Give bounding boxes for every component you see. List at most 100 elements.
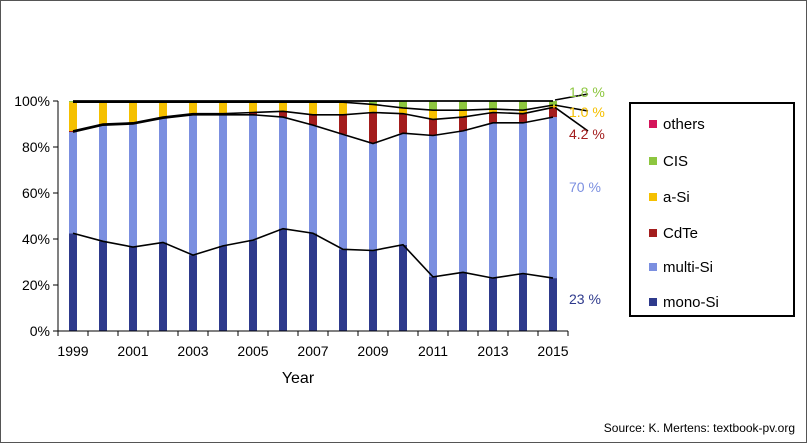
bar-cdte-2011 <box>429 119 437 136</box>
bar-a-si-2006 <box>279 102 287 112</box>
bar-mono-si-2006 <box>279 228 287 331</box>
bar-multi-si-2004 <box>219 114 227 246</box>
bar-mono-si-2012 <box>459 272 467 331</box>
bars-group <box>69 101 557 331</box>
x-tick-label: 2003 <box>177 343 208 359</box>
legend-swatch <box>649 263 657 271</box>
x-tick-label: 2005 <box>237 343 268 359</box>
bar-mono-si-2008 <box>339 249 347 331</box>
bar-cdte-2005 <box>249 112 257 115</box>
x-tick-label: 2011 <box>418 343 448 359</box>
annotation-leader <box>554 104 589 112</box>
legend-label: multi-Si <box>663 258 714 276</box>
bar-multi-si-2006 <box>279 117 287 229</box>
bar-multi-si-2002 <box>159 118 167 243</box>
bar-cis-2009 <box>369 101 377 105</box>
bar-mono-si-2001 <box>129 247 137 331</box>
bar-mono-si-2005 <box>249 240 257 331</box>
bar-mono-si-2011 <box>429 276 437 331</box>
bar-mono-si-2004 <box>219 245 227 331</box>
y-tick-label: 80% <box>22 139 50 155</box>
bar-mono-si-1999 <box>69 233 77 331</box>
bar-cdte-2008 <box>339 114 347 135</box>
legend-item-cdte: CdTe <box>649 223 698 243</box>
x-tick-label: 2013 <box>477 343 508 359</box>
bar-cdte-2014 <box>519 113 527 123</box>
bar-cdte-2012 <box>459 117 467 131</box>
bar-multi-si-2000 <box>99 125 107 242</box>
x-tick-label: 2001 <box>117 343 148 359</box>
bar-a-si-2013 <box>489 109 497 113</box>
legend-label: mono-Si <box>663 293 719 311</box>
bar-mono-si-2013 <box>489 278 497 331</box>
bar-a-si-2001 <box>129 102 137 123</box>
x-tick-label: 2015 <box>537 343 568 359</box>
legend-swatch <box>649 120 657 128</box>
bar-multi-si-2010 <box>399 133 407 245</box>
bar-cdte-2010 <box>399 113 407 134</box>
bar-multi-si-2008 <box>339 134 347 250</box>
annotation-label: 23 % <box>569 291 601 307</box>
bar-a-si-2012 <box>459 110 467 118</box>
x-tick-label: 2009 <box>357 343 388 359</box>
bar-multi-si-2011 <box>429 135 437 277</box>
bar-a-si-2003 <box>189 102 197 114</box>
bar-a-si-2007 <box>309 102 317 115</box>
bar-mono-si-2015 <box>549 278 557 331</box>
legend-label: CdTe <box>663 224 699 242</box>
bar-multi-si-2001 <box>129 124 137 248</box>
bar-mono-si-2002 <box>159 242 167 331</box>
legend-swatch <box>649 298 657 306</box>
boundary-line-cdte <box>72 106 554 132</box>
bar-multi-si-2005 <box>249 114 257 241</box>
annotation-label: 1.0 % <box>569 104 605 120</box>
bar-a-si-2011 <box>429 110 437 120</box>
bar-multi-si-2007 <box>309 125 317 234</box>
bar-cdte-2013 <box>489 112 497 123</box>
legend-swatch <box>649 229 657 237</box>
bar-cis-2015 <box>549 101 557 106</box>
annotations-group: 1.8 % 1.0 % 4.2 % 70 % 23 % <box>554 84 605 307</box>
x-tick-label: 1999 <box>57 343 88 359</box>
bar-cdte-2006 <box>279 111 287 118</box>
bar-multi-si-1999 <box>69 132 77 234</box>
legend-item-a-si: a-Si <box>649 187 690 207</box>
x-axis-label: Year <box>282 370 315 387</box>
annotation-label: 4.2 % <box>569 126 605 142</box>
bar-mono-si-2003 <box>189 255 197 331</box>
y-tick-label: 40% <box>22 231 50 247</box>
x-axis: 1999 2001 2003 2005 2007 2009 2011 2013 2015 <box>57 330 569 359</box>
bar-multi-si-2012 <box>459 130 467 273</box>
legend-label: CIS <box>663 152 689 170</box>
legend-item-cis: CIS <box>649 151 688 171</box>
y-axis: 0% 20% 40% 60% 80% 100% <box>14 93 59 339</box>
annotation-leader <box>554 93 589 101</box>
legend-item-multi-si: multi-Si <box>649 257 713 277</box>
bar-a-si-2005 <box>249 102 257 113</box>
legend-label: a-Si <box>663 188 690 206</box>
bar-mono-si-2009 <box>369 250 377 331</box>
bar-mono-si-2000 <box>99 241 107 331</box>
boundary-lines-group <box>72 100 554 279</box>
bar-cis-2014 <box>519 101 527 111</box>
y-tick-label: 0% <box>30 323 50 339</box>
bar-cdte-2007 <box>309 114 317 126</box>
bar-a-si-2010 <box>399 107 407 114</box>
bar-a-si-1999 <box>69 102 77 131</box>
y-tick-label: 60% <box>22 185 50 201</box>
bar-cis-2013 <box>489 101 497 110</box>
x-tick-label: 2007 <box>297 343 328 359</box>
boundary-line-multi-si <box>72 114 554 145</box>
boundary-line-mono-si <box>72 227 554 279</box>
legend-item-others: others <box>649 114 705 134</box>
bar-cdte-2015 <box>549 107 557 118</box>
bar-multi-si-2013 <box>489 122 497 279</box>
bar-mono-si-2014 <box>519 273 527 331</box>
source-credit: Source: K. Mertens: textbook-pv.org <box>603 421 795 435</box>
annotation-label: 70 % <box>569 179 601 195</box>
boundary-line-a-si <box>73 101 554 112</box>
bar-cis-2012 <box>459 101 467 111</box>
y-tick-label: 100% <box>14 93 50 109</box>
bar-cis-2011 <box>429 101 437 111</box>
